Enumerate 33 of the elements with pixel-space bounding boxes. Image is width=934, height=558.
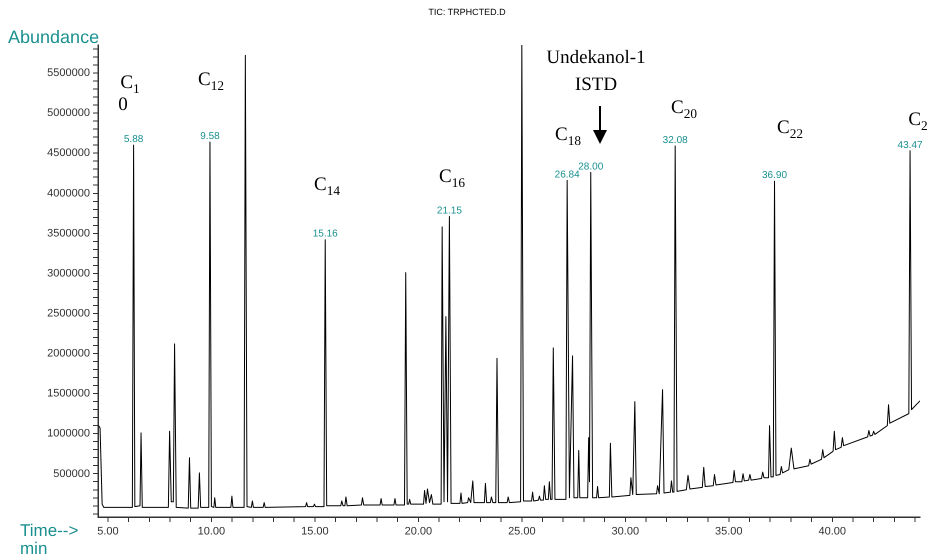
x-tick-label: 20.00 (404, 526, 432, 538)
y-tick-label: 2000000 (47, 348, 90, 360)
annotation: 36.90 (762, 170, 788, 182)
x-tick-label: 30.00 (612, 526, 640, 538)
annotation: 32.08 (662, 134, 688, 146)
annotation: Undekanol-1 ISTD (546, 47, 646, 95)
annotation: 9.58 (200, 130, 220, 142)
chart-title: TIC: TRPHCTED.D (428, 7, 506, 17)
y-tick-label: 1500000 (47, 388, 90, 400)
y-tick-label: 2500000 (47, 307, 90, 320)
x-tick-label: 15.00 (301, 526, 329, 538)
x-tick-label: 35.00 (715, 526, 743, 538)
x-tick-label: 40.00 (818, 526, 846, 538)
x-axis-title: Time--> min (20, 521, 78, 558)
y-tick-label: 3500000 (47, 227, 90, 240)
annotation: 21.15 (436, 205, 462, 216)
y-tick-label: 5000000 (47, 107, 90, 120)
annotation: 0 (118, 94, 128, 115)
y-tick-label: 5500000 (47, 67, 90, 80)
y-tick-label: 4000000 (47, 187, 90, 200)
y-tick-label: 1000000 (47, 428, 90, 440)
annotation: 5.88 (124, 134, 144, 146)
annotation: 15.16 (312, 228, 338, 240)
x-tick-label: 25.00 (508, 526, 536, 538)
annotation: 26.84 (554, 169, 580, 180)
x-tick-label: 10.00 (198, 526, 226, 538)
y-tick-label: 3000000 (47, 267, 90, 280)
annotation: 28.00 (578, 161, 604, 172)
y-tick-label: 500000 (53, 468, 90, 480)
x-tick-label: 5.00 (97, 526, 119, 538)
y-axis-title: Abundance (8, 27, 100, 47)
y-tick-label: 4500000 (47, 147, 90, 160)
annotation: 43.47 (898, 140, 924, 151)
